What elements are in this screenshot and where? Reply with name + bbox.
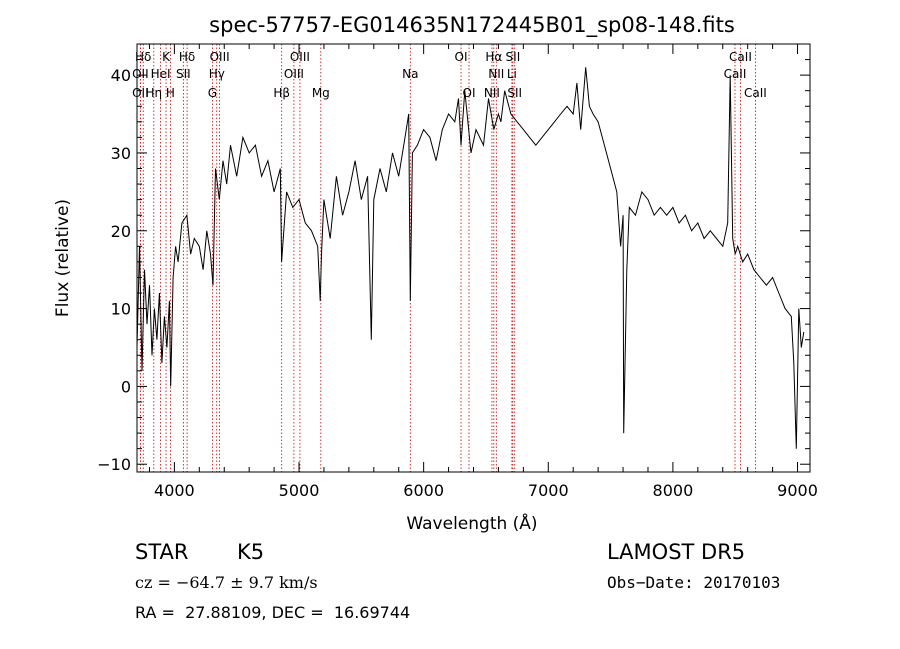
spectral-line-label: SII	[507, 86, 522, 100]
spectral-line-label: G	[208, 86, 217, 100]
ra-dec-coordinates: RA = 27.88109, DEC = 16.69744	[135, 603, 411, 622]
y-tick-label: 0	[121, 377, 131, 396]
series-flux-line	[136, 67, 805, 449]
chart-title: spec-57757-EG014635N172445B01_sp08-148.f…	[209, 13, 735, 38]
x-tick-label: 4000	[154, 481, 195, 500]
y-tick-label: 40	[111, 66, 131, 85]
x-tick-label: 6000	[403, 481, 444, 500]
axis-tick-labels: 4000 5000 6000 7000 8000 9000 −10 0 10 20 30 40	[97, 66, 818, 500]
x-tick-label: 9000	[777, 481, 818, 500]
spectral-line-label: Hδ	[135, 50, 151, 64]
spectral-line-label: K	[162, 50, 171, 64]
spectral-line-label: OIII	[210, 50, 230, 64]
spectral-line-label: Na	[402, 67, 418, 81]
spectral-line-label: Mg	[312, 86, 330, 100]
spectral-line-markers	[139, 44, 756, 472]
spectral-line-label: SII	[506, 50, 521, 64]
spectral-line-label: OI	[455, 50, 468, 64]
survey-name: LAMOST DR5	[607, 540, 746, 564]
spectral-line-label: Hη	[146, 86, 163, 100]
spectral-line-label: Hα	[485, 50, 502, 64]
y-tick-label: 30	[111, 144, 131, 163]
plot-frame	[136, 43, 811, 473]
spectral-line-label: OIII	[284, 67, 304, 81]
spectral-line-label: H	[166, 86, 175, 100]
x-tick-label: 5000	[279, 481, 320, 500]
x-axis-label: Wavelength (Å)	[406, 512, 537, 534]
spectral-line-label: Li	[507, 67, 517, 81]
spectral-line-label: Hβ	[273, 86, 290, 100]
object-subclass: K5	[237, 540, 265, 564]
x-tick-label: 7000	[528, 481, 569, 500]
y-axis-label: Flux (relative)	[53, 199, 73, 317]
spectral-line-label: OII	[132, 67, 149, 81]
spectral-line-label: CaII	[729, 50, 752, 64]
spectral-line-label: Hδ	[179, 50, 195, 64]
y-tick-label: 10	[111, 300, 131, 319]
axis-ticks	[137, 43, 810, 472]
observation-date: Obs−Date: 20170103	[607, 573, 781, 592]
spectral-line-label: OIII	[290, 50, 310, 64]
spectral-line-label: NII	[484, 86, 500, 100]
object-class: STAR	[135, 540, 189, 564]
spectral-line-label: HeI	[151, 67, 171, 81]
spectral-line-labels: Hδ K Hδ OIII OIII OI Hα SII CaII OII HeI SII Hγ OIII N…	[132, 50, 767, 100]
spectral-line-label: Hγ	[209, 67, 225, 81]
x-tick-label: 8000	[653, 481, 694, 500]
spectral-line-label: NII	[488, 67, 504, 81]
y-tick-label: −10	[97, 455, 131, 474]
spectral-line-label: SII	[176, 67, 191, 81]
redshift-cz: cz = −64.7 ± 9.7 km/s	[135, 573, 318, 592]
y-tick-label: 20	[111, 222, 131, 241]
spectral-line-label: OII	[132, 86, 149, 100]
spectral-line-label: CaII	[724, 67, 747, 81]
spectral-line-label: CaII	[744, 86, 767, 100]
